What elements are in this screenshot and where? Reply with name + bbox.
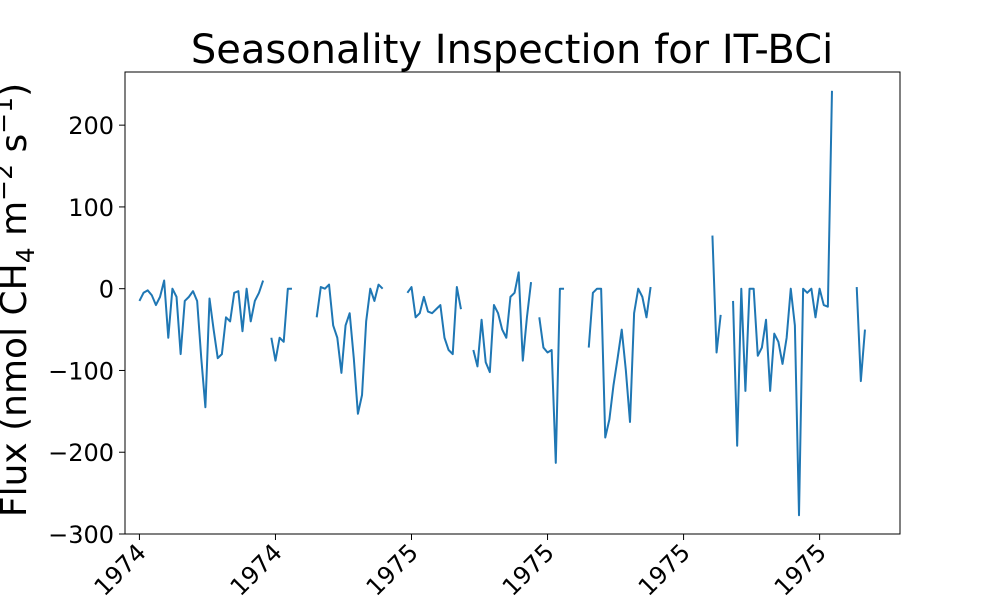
y-axis-label-sup1: −2 xyxy=(0,164,18,201)
y-tick-label: 0 xyxy=(99,276,114,304)
y-axis-label-base: Flux (nmol CH xyxy=(0,263,35,517)
y-axis-label-end: ) xyxy=(0,83,35,97)
y-tick-label: −300 xyxy=(48,521,114,549)
y-tick-label: −100 xyxy=(48,357,114,385)
series-layer xyxy=(138,90,866,517)
y-axis-label-mid: m xyxy=(0,201,35,248)
x-tick-label: 1975 xyxy=(497,538,560,600)
x-tick-label: 1975 xyxy=(769,538,832,600)
y-axis-label-sub: 4 xyxy=(11,247,40,263)
y-axis-label-mid2: s xyxy=(0,134,35,164)
plot-frame xyxy=(124,71,901,535)
y-axis-label-sup2: −1 xyxy=(0,97,18,134)
y-tick-label: 100 xyxy=(68,194,114,222)
x-tick-label: 1975 xyxy=(633,538,696,600)
x-axis: 1974 1974 1975 1975 1975 1975 xyxy=(89,534,832,600)
y-tick-label: 200 xyxy=(68,112,114,140)
x-tick-label: 1975 xyxy=(361,538,424,600)
y-tick-label: −200 xyxy=(48,439,114,467)
chart-title: Seasonality Inspection for IT-BCi xyxy=(191,27,833,73)
x-tick-label: 1974 xyxy=(225,538,288,600)
series-line-0 xyxy=(138,90,866,517)
y-axis: −300 −200 −100 0 100 200 xyxy=(48,112,125,549)
y-axis-label: Flux (nmol CH4 m−2 s−1) xyxy=(0,83,40,517)
